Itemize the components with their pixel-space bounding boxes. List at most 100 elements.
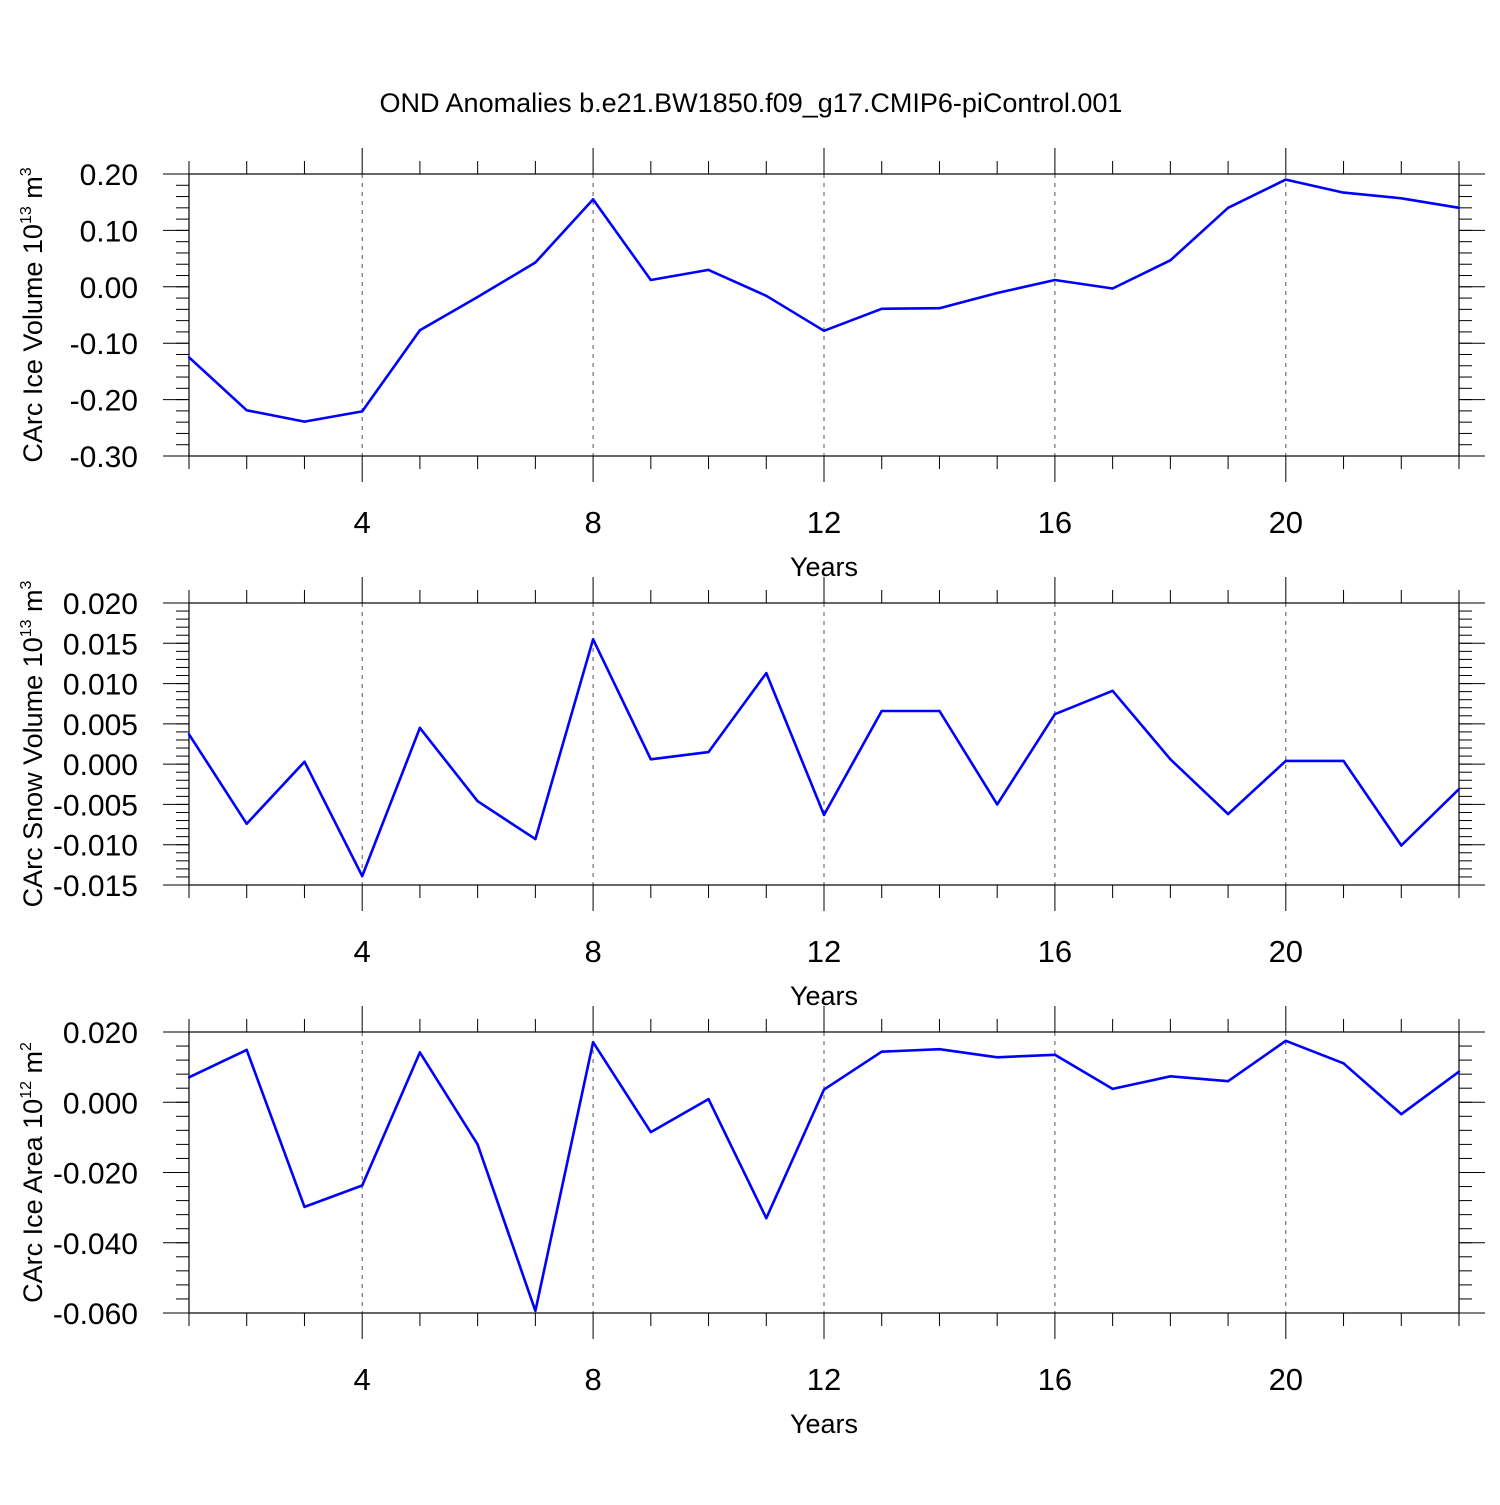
x-tick-label: 8 [584,1362,601,1397]
data-point [880,307,883,310]
data-point [360,410,364,413]
x-tick-label: 12 [807,1362,841,1397]
panel-snow-volume: -0.015 -0.010 -0.005 0.000 0.005 0.010 0.015 0.… [18,577,1485,1011]
data-point [649,1130,653,1134]
y-tick-label: -0.30 [70,441,138,474]
x-tick-label: 12 [807,505,841,540]
data-point [1111,287,1114,290]
data-point [1111,689,1114,693]
x-tick-label: 8 [584,505,601,540]
panel-ice-volume: -0.30-0.20-0.100.000.100.204 8 12 16 20Years… [18,148,1485,582]
data-point [418,1051,422,1054]
chart-title: OND Anomalies b.e21.BW1850.f09_g17.CMIP6… [380,88,1123,118]
x-tick-label: 4 [354,934,371,969]
data-point [880,709,883,713]
y-tick-label: 0.015 [63,628,138,661]
data-point [649,278,653,282]
data-point [880,1050,883,1053]
data-point [995,1056,999,1059]
data-point [1111,1087,1114,1091]
y-axis-title: CArc Ice Volume 1013 m3 [18,167,48,462]
y-tick-label: 0.005 [63,709,138,742]
data-point [1226,1079,1230,1083]
panel-ice-area: -0.060 -0.040 -0.020 0.000 0.020 4 8 12 16 20 Year… [18,1006,1485,1439]
data-point [303,420,306,423]
y-tick-label: -0.060 [53,1298,138,1331]
y-tick-label: -0.20 [70,385,138,418]
plot-frame [188,602,1460,886]
data-point [765,1216,768,1220]
y-tick-label: 0.00 [80,272,138,305]
data-point [303,1205,306,1209]
series-line-ice-area [188,1039,1460,1313]
data-point [1342,191,1345,194]
data-point [822,1088,826,1091]
x-tick-label: 16 [1038,505,1072,540]
x-axis-title: Years [790,1409,858,1439]
data-point [765,294,768,298]
data-point [187,733,191,736]
data-point [360,874,364,878]
y-tick-label: 0.000 [63,1087,138,1120]
data-point [995,291,999,295]
data-point [303,760,306,763]
data-point [938,307,941,310]
data-point [1226,206,1230,210]
data-point [1400,844,1403,847]
data-point [765,671,768,675]
data-point [1053,712,1057,716]
data-point [1226,812,1230,816]
data-point [995,803,999,806]
data-point [418,329,422,332]
data-point [822,329,826,332]
y-tick-label: -0.005 [53,789,138,822]
data-point [707,1097,710,1101]
data-point [591,198,595,201]
y-tick-label: 0.020 [63,588,138,621]
data-point [649,758,653,761]
data-point [1342,759,1345,763]
data-point [476,295,479,299]
data-point [938,709,941,713]
x-tick-label: 8 [584,934,601,969]
y-tick-label: -0.040 [53,1228,138,1261]
y-tick-label: 0.020 [63,1017,138,1050]
data-point [822,813,826,817]
data-point [1053,1053,1057,1057]
data-point [360,1184,364,1187]
data-point [245,409,248,412]
x-tick-label: 20 [1269,934,1303,969]
data-point [1053,278,1057,282]
y-tick-label: 0.10 [80,215,138,248]
y-tick-label: -0.10 [70,328,138,361]
y-tick-label: 0.000 [63,749,138,782]
data-point [1400,1112,1403,1116]
data-point [1284,759,1288,763]
data-point [1457,787,1461,791]
y-tick-label: -0.020 [53,1158,138,1191]
data-point [591,1040,595,1044]
data-point [591,638,595,641]
data-point [1457,1070,1461,1073]
y-axis-title: CArc Snow Volume 1013 m3 [18,580,48,907]
y-tick-label: -0.015 [53,870,138,903]
data-point [1457,206,1461,210]
y-tick-label: -0.010 [53,830,138,863]
data-point [534,837,537,841]
x-tick-label: 16 [1038,1362,1072,1397]
plot-frame [188,173,1460,457]
data-point [707,750,710,754]
x-tick-label: 16 [1038,934,1072,969]
data-point [245,1048,248,1052]
data-point [1400,197,1403,200]
data-point [187,356,191,359]
data-point [1284,178,1288,181]
data-point [534,1309,537,1313]
plot-frame [188,1031,1460,1314]
y-tick-label: 0.010 [63,669,138,702]
x-tick-label: 20 [1269,1362,1303,1397]
x-tick-label: 4 [354,505,371,540]
data-point [418,726,422,730]
